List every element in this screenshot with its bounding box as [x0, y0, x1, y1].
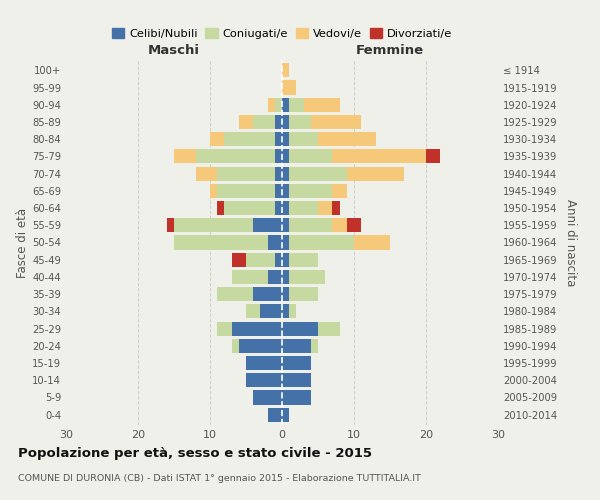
Bar — [332, 184, 347, 198]
Bar — [167, 218, 174, 232]
Bar — [224, 201, 275, 215]
Bar — [282, 338, 311, 353]
Bar — [275, 201, 282, 215]
Legend: Celibi/Nubili, Coniugati/e, Vedovi/e, Divorziati/e: Celibi/Nubili, Coniugati/e, Vedovi/e, Di… — [107, 24, 457, 44]
Text: COMUNE DI DURONIA (CB) - Dati ISTAT 1° gennaio 2015 - Elaborazione TUTTITALIA.IT: COMUNE DI DURONIA (CB) - Dati ISTAT 1° g… — [18, 474, 421, 483]
Bar — [282, 64, 289, 78]
Bar — [282, 408, 289, 422]
Bar — [275, 132, 282, 146]
Bar — [282, 236, 289, 250]
Bar — [268, 408, 282, 422]
Bar — [282, 356, 311, 370]
Bar — [289, 218, 332, 232]
Bar — [196, 150, 275, 164]
Bar — [217, 322, 232, 336]
Bar — [246, 373, 282, 388]
Text: Popolazione per età, sesso e stato civile - 2015: Popolazione per età, sesso e stato civil… — [18, 448, 372, 460]
Bar — [289, 236, 354, 250]
Bar — [282, 98, 289, 112]
Bar — [332, 201, 340, 215]
Bar — [246, 356, 282, 370]
Bar — [289, 201, 318, 215]
Bar — [224, 132, 275, 146]
Bar — [426, 150, 440, 164]
Bar — [282, 184, 289, 198]
Bar — [246, 304, 260, 318]
Bar — [304, 98, 340, 112]
Bar — [282, 218, 289, 232]
Bar — [282, 132, 289, 146]
Bar — [347, 218, 361, 232]
Bar — [282, 270, 289, 284]
Bar — [275, 150, 282, 164]
Bar — [253, 390, 282, 404]
Bar — [210, 132, 224, 146]
Bar — [275, 166, 282, 180]
Bar — [354, 236, 390, 250]
Bar — [282, 115, 289, 129]
Bar — [217, 201, 224, 215]
Y-axis label: Anni di nascita: Anni di nascita — [564, 199, 577, 286]
Bar — [239, 115, 253, 129]
Bar — [174, 150, 196, 164]
Bar — [275, 252, 282, 267]
Bar — [282, 390, 311, 404]
Bar — [289, 98, 304, 112]
Bar — [253, 115, 275, 129]
Bar — [275, 184, 282, 198]
Bar — [318, 201, 332, 215]
Y-axis label: Fasce di età: Fasce di età — [16, 208, 29, 278]
Bar — [282, 166, 289, 180]
Bar — [318, 322, 340, 336]
Bar — [275, 98, 282, 112]
Bar — [289, 304, 296, 318]
Bar — [253, 287, 282, 301]
Bar — [282, 201, 289, 215]
Bar — [289, 150, 332, 164]
Bar — [282, 287, 289, 301]
Bar — [232, 252, 246, 267]
Bar — [232, 338, 239, 353]
Bar — [311, 115, 361, 129]
Bar — [210, 184, 217, 198]
Bar — [217, 287, 253, 301]
Bar — [275, 115, 282, 129]
Text: Femmine: Femmine — [356, 44, 424, 57]
Bar — [239, 338, 282, 353]
Text: Maschi: Maschi — [148, 44, 200, 57]
Bar — [217, 184, 275, 198]
Bar — [217, 166, 275, 180]
Bar — [246, 252, 275, 267]
Bar — [282, 252, 289, 267]
Bar — [289, 132, 318, 146]
Bar — [311, 338, 318, 353]
Bar — [174, 218, 253, 232]
Bar — [318, 132, 376, 146]
Bar — [232, 270, 268, 284]
Bar — [289, 287, 318, 301]
Bar — [289, 184, 332, 198]
Bar — [282, 304, 289, 318]
Bar — [282, 150, 289, 164]
Bar — [268, 270, 282, 284]
Bar — [268, 98, 275, 112]
Bar — [174, 236, 268, 250]
Bar — [332, 218, 347, 232]
Bar — [282, 322, 318, 336]
Bar — [282, 80, 296, 94]
Bar — [268, 236, 282, 250]
Bar — [260, 304, 282, 318]
Bar — [232, 322, 282, 336]
Bar — [289, 115, 311, 129]
Bar — [347, 166, 404, 180]
Bar — [282, 373, 311, 388]
Bar — [289, 270, 325, 284]
Bar — [332, 150, 426, 164]
Bar — [289, 252, 318, 267]
Bar — [196, 166, 217, 180]
Bar — [253, 218, 282, 232]
Bar — [289, 166, 347, 180]
